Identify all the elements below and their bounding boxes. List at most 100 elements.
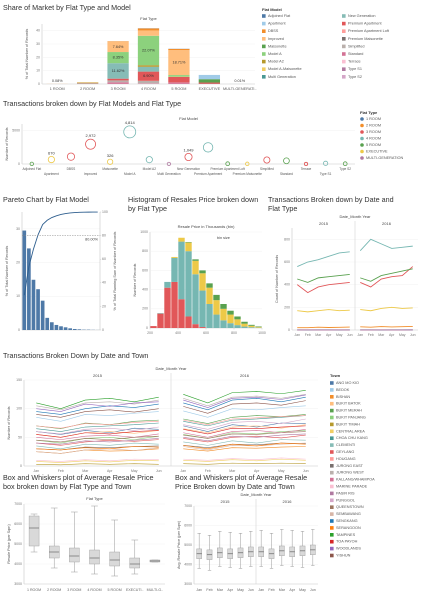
group-label: 2016	[283, 499, 293, 504]
x-tick-label: Feb	[368, 333, 374, 337]
legend-swatch	[330, 519, 334, 523]
legend-swatch	[330, 408, 334, 413]
series-line	[36, 435, 159, 444]
series-line	[183, 405, 306, 418]
bar-segment	[168, 48, 190, 51]
y-axis-label: Count of Number of Records	[275, 255, 279, 303]
x-tick-label: Mar	[217, 588, 224, 592]
bar-segment	[168, 75, 190, 77]
legend-label: MULTI-GENERATION	[366, 156, 403, 160]
legend-label: Simplified	[348, 44, 364, 48]
group-label: 2015	[319, 221, 329, 226]
x-tick-label: Apr	[326, 333, 332, 337]
y-tick-label: 100	[16, 407, 22, 411]
x-tick-label: Type S1	[320, 172, 332, 176]
legend-swatch	[360, 143, 364, 147]
bar-segment	[107, 80, 129, 83]
x-tick-label: Jun	[310, 588, 316, 592]
series-line	[36, 442, 159, 450]
bubble	[145, 156, 153, 164]
series-line	[183, 433, 306, 442]
bar	[54, 324, 59, 330]
bar	[45, 317, 50, 330]
legend-label: BUKIT BATOK	[336, 402, 361, 406]
legend-label: MARINE PARADE	[336, 485, 368, 489]
x-tick-label: New Generation	[177, 167, 200, 171]
bar	[40, 300, 45, 330]
y-tick-label: 3000	[184, 582, 192, 586]
data-label: 326	[107, 153, 114, 158]
legend-label: 5 ROOM	[366, 143, 381, 147]
x-tick-label: Mar	[279, 588, 286, 592]
y2-tick-label: 60	[102, 257, 106, 261]
histogram-bar	[192, 324, 199, 328]
x-tick-label: Jun	[248, 588, 254, 592]
histogram-bar	[248, 325, 255, 328]
series-line	[183, 424, 306, 434]
y-tick-label: 600	[284, 260, 290, 264]
annotation: bin size	[217, 236, 230, 240]
histogram-bar	[234, 316, 241, 320]
x-tick-label: May	[399, 333, 406, 337]
y-tick-label: 6000	[184, 523, 192, 527]
x-tick-label: 1 ROOM	[27, 588, 41, 592]
box	[109, 551, 120, 567]
bubble	[225, 161, 230, 167]
x-tick-label: 1000	[258, 331, 266, 335]
histogram-bar	[255, 326, 262, 328]
x-tick-label: Apr	[289, 588, 295, 592]
x-tick-label: Feb	[205, 469, 211, 473]
histogram-bar	[157, 313, 164, 328]
legend-swatch	[330, 450, 334, 454]
x-tick-label: Jun	[410, 333, 416, 337]
reference-label: 80.00%	[85, 238, 99, 242]
legend-swatch	[330, 429, 334, 434]
histogram-bar	[199, 270, 206, 274]
bar-segment	[107, 78, 129, 81]
histogram-bar	[206, 283, 213, 288]
x-tick-label: 5 ROOM	[171, 87, 186, 91]
legend-label: Model A	[268, 52, 282, 56]
y-axis-label: Number of Records	[7, 406, 11, 439]
legend-swatch	[360, 123, 364, 128]
series-line	[183, 390, 306, 404]
legend-swatch	[342, 14, 346, 18]
x-tick-label: Feb	[305, 333, 311, 337]
legend-label: CHOA CHU KANG	[336, 436, 368, 440]
legend-label: BUKIT PANJANG	[336, 416, 366, 420]
data-label: 1,049	[183, 147, 194, 152]
legend-swatch	[360, 117, 364, 121]
header: Flat Type	[86, 496, 103, 501]
y2-tick-label: 0	[102, 328, 104, 332]
x-tick-label: Apr	[389, 333, 395, 337]
histogram-bar	[220, 308, 227, 321]
y-tick-label: 4000	[14, 562, 22, 566]
x-tick-label: Standard	[280, 172, 293, 176]
y-tick-label: 50	[18, 435, 22, 439]
legend-swatch	[262, 75, 266, 79]
legend-swatch	[262, 44, 266, 49]
series-line	[183, 446, 306, 452]
bar	[22, 230, 27, 330]
x-tick-label: Apr	[107, 469, 113, 473]
x-tick-label: Mar	[378, 333, 385, 337]
bar-segment	[137, 28, 160, 31]
y-tick-label: 5000	[12, 129, 20, 133]
data-label: 670	[48, 150, 55, 155]
x-tick-label: MULTI-G..	[147, 588, 164, 592]
histogram-bar	[164, 287, 171, 328]
group-label: 2016	[382, 221, 392, 226]
header: Flat Type	[140, 16, 157, 21]
bar-segment	[168, 76, 190, 83]
series-line	[36, 438, 159, 445]
series-line	[36, 447, 159, 454]
legend-swatch	[330, 381, 334, 385]
series-line	[360, 306, 413, 312]
x-tick-label: Apr	[254, 469, 260, 473]
legend-label: Improved	[268, 37, 284, 41]
bubble	[303, 161, 309, 167]
y-tick-label: 0	[20, 464, 22, 468]
y-tick-label: 20	[16, 260, 20, 264]
chart-title: Flat Type	[268, 204, 297, 213]
x-tick-label: 600	[203, 331, 209, 335]
